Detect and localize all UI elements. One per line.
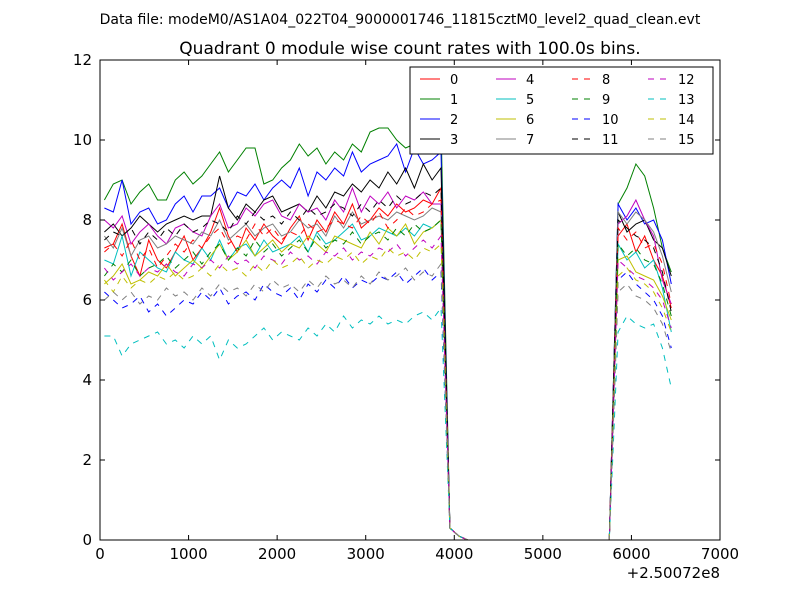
x-tick-label: 1000 — [169, 545, 207, 563]
legend-label-12: 12 — [678, 73, 695, 88]
legend-label-13: 13 — [678, 93, 695, 108]
legend-label-5: 5 — [526, 93, 534, 108]
legend-label-6: 6 — [526, 113, 534, 128]
legend-label-9: 9 — [602, 93, 610, 108]
y-tick-label: 4 — [82, 371, 92, 389]
x-tick-label: 7000 — [701, 545, 739, 563]
x-tick-label: 6000 — [612, 545, 650, 563]
legend-label-3: 3 — [450, 133, 458, 148]
legend-label-15: 15 — [678, 133, 695, 148]
data-file-header: Data file: modeM0/AS1A04_022T04_90000017… — [100, 12, 701, 28]
legend-label-7: 7 — [526, 133, 534, 148]
x-axis-offset-label: +2.50072e8 — [627, 564, 720, 582]
y-tick-label: 0 — [82, 531, 92, 549]
y-tick-label: 2 — [82, 451, 92, 469]
x-tick-label: 2000 — [258, 545, 296, 563]
x-tick-label: 5000 — [524, 545, 562, 563]
chart-title: Quadrant 0 module wise count rates with … — [179, 39, 640, 59]
legend-label-14: 14 — [678, 113, 695, 128]
legend-label-4: 4 — [526, 73, 534, 88]
series-8-line — [104, 199, 672, 541]
y-tick-label: 8 — [82, 211, 92, 229]
legend-label-10: 10 — [602, 113, 619, 128]
legend-label-1: 1 — [450, 93, 458, 108]
y-tick-label: 12 — [73, 51, 92, 69]
legend-label-8: 8 — [602, 73, 610, 88]
legend-label-11: 11 — [602, 133, 619, 148]
x-tick-label: 0 — [95, 545, 105, 563]
x-tick-label: 4000 — [435, 545, 473, 563]
x-tick-label: 3000 — [347, 545, 385, 563]
y-tick-label: 10 — [73, 131, 92, 149]
legend-label-0: 0 — [450, 73, 458, 88]
y-tick-label: 6 — [82, 291, 92, 309]
legend-label-2: 2 — [450, 113, 458, 128]
